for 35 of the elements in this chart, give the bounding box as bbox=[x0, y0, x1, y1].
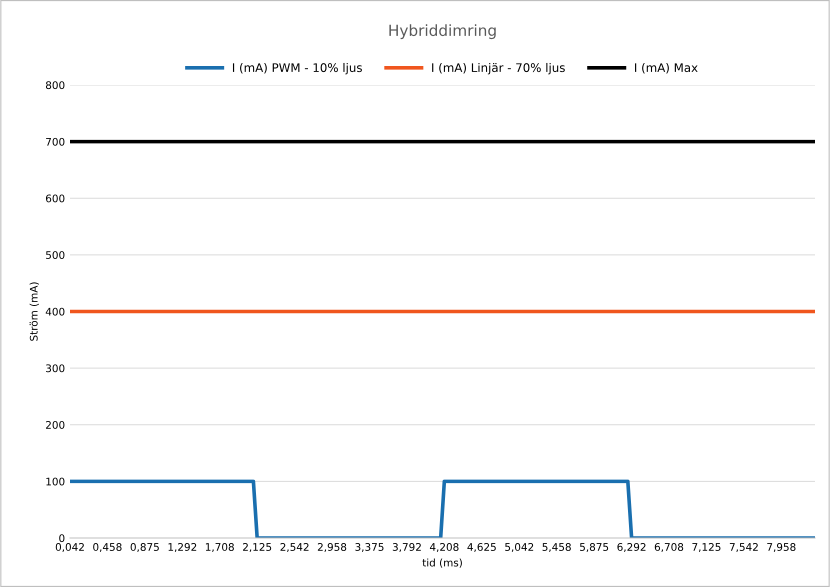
y-tick-label: 600 bbox=[46, 194, 64, 202]
x-tick-label: 0,042 bbox=[56, 543, 84, 552]
x-tick-label: 3,792 bbox=[392, 543, 421, 552]
x-tick-label: 5,875 bbox=[580, 543, 608, 552]
x-tick-label: 7,125 bbox=[692, 543, 720, 552]
legend-label: I (mA) Max bbox=[635, 62, 698, 74]
x-tick-label: 6,708 bbox=[654, 543, 684, 552]
x-axis-title: tid (ms) bbox=[422, 558, 462, 568]
x-tick-label: 4,625 bbox=[467, 543, 496, 552]
chart-title: Hybriddimring bbox=[389, 24, 496, 40]
y-tick-label: 400 bbox=[46, 308, 64, 316]
x-tick-label: 6,292 bbox=[617, 543, 646, 552]
y-tick-label: 500 bbox=[46, 251, 64, 259]
x-tick-label: 2,542 bbox=[280, 543, 309, 552]
x-tick-label: 4,208 bbox=[430, 543, 459, 552]
x-tick-label: 3,375 bbox=[355, 543, 384, 552]
x-tick-label: 2,958 bbox=[318, 543, 346, 552]
y-tick-label: 200 bbox=[46, 420, 64, 429]
x-tick-label: 5,458 bbox=[542, 543, 571, 552]
legend-label: I (mA) Linjär - 70% ljus bbox=[432, 62, 565, 74]
legend-label: I (mA) PWM - 10% ljus bbox=[232, 62, 362, 74]
x-tick-label: 0,875 bbox=[130, 543, 159, 552]
y-tick-label: 100 bbox=[46, 478, 64, 486]
y-tick-label: 700 bbox=[46, 138, 64, 146]
x-tick-label: 7,958 bbox=[767, 543, 796, 552]
y-tick-label: 300 bbox=[46, 364, 64, 372]
x-tick-label: 0,458 bbox=[93, 543, 122, 552]
x-tick-label: 1,292 bbox=[168, 543, 196, 552]
x-tick-label: 5,042 bbox=[505, 543, 534, 552]
x-tick-label: 1,708 bbox=[206, 543, 234, 552]
y-tick-label: 800 bbox=[46, 81, 64, 90]
x-tick-label: 7,542 bbox=[730, 543, 758, 552]
y-axis-title: Ström (mA) bbox=[30, 282, 39, 341]
x-tick-label: 2,125 bbox=[243, 543, 272, 552]
y-tick-label: 0 bbox=[59, 534, 64, 542]
